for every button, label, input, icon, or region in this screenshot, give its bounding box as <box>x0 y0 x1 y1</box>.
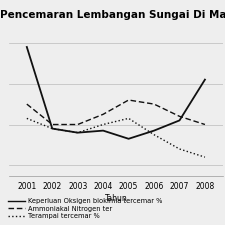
Legend: Keperluan Oksigen biokimia tercemar %, Ammoniakal Nitrogen ter, Terampai tercema: Keperluan Oksigen biokimia tercemar %, A… <box>6 196 165 222</box>
Text: Pencemaran Lembangan Sungai Di Malay: Pencemaran Lembangan Sungai Di Malay <box>0 10 225 20</box>
X-axis label: Tahun: Tahun <box>104 194 127 202</box>
